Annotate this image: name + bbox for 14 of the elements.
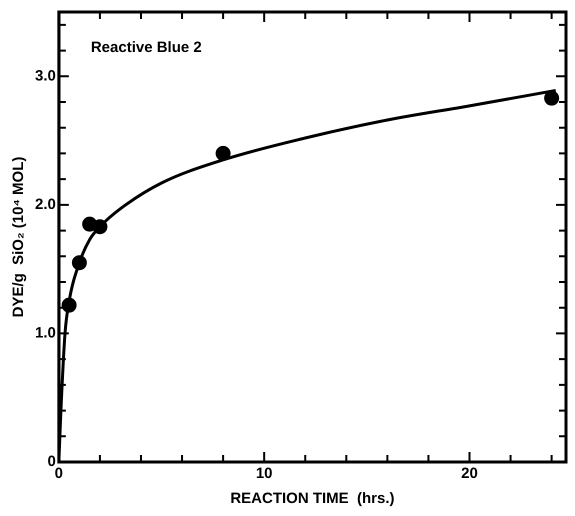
x-axis-title: REACTION TIME (hrs.) (230, 490, 395, 508)
x-tick-label: 10 (256, 465, 273, 482)
y-tick-label: 1.0 (34, 324, 56, 342)
point (72, 255, 87, 270)
y-tick-label: 0 (48, 453, 56, 470)
annotation: Reactive Blue 2 (90, 39, 202, 56)
y-tick-label: 3.0 (34, 67, 56, 84)
point (544, 90, 560, 106)
y-tick-label: 2.0 (34, 196, 56, 213)
point (62, 298, 77, 313)
point (216, 146, 231, 161)
x-tick-label: 20 (461, 465, 478, 482)
y-axis-title: DYE/g SiO₂ (10⁴ MOL) (10, 156, 28, 318)
point (92, 219, 108, 234)
